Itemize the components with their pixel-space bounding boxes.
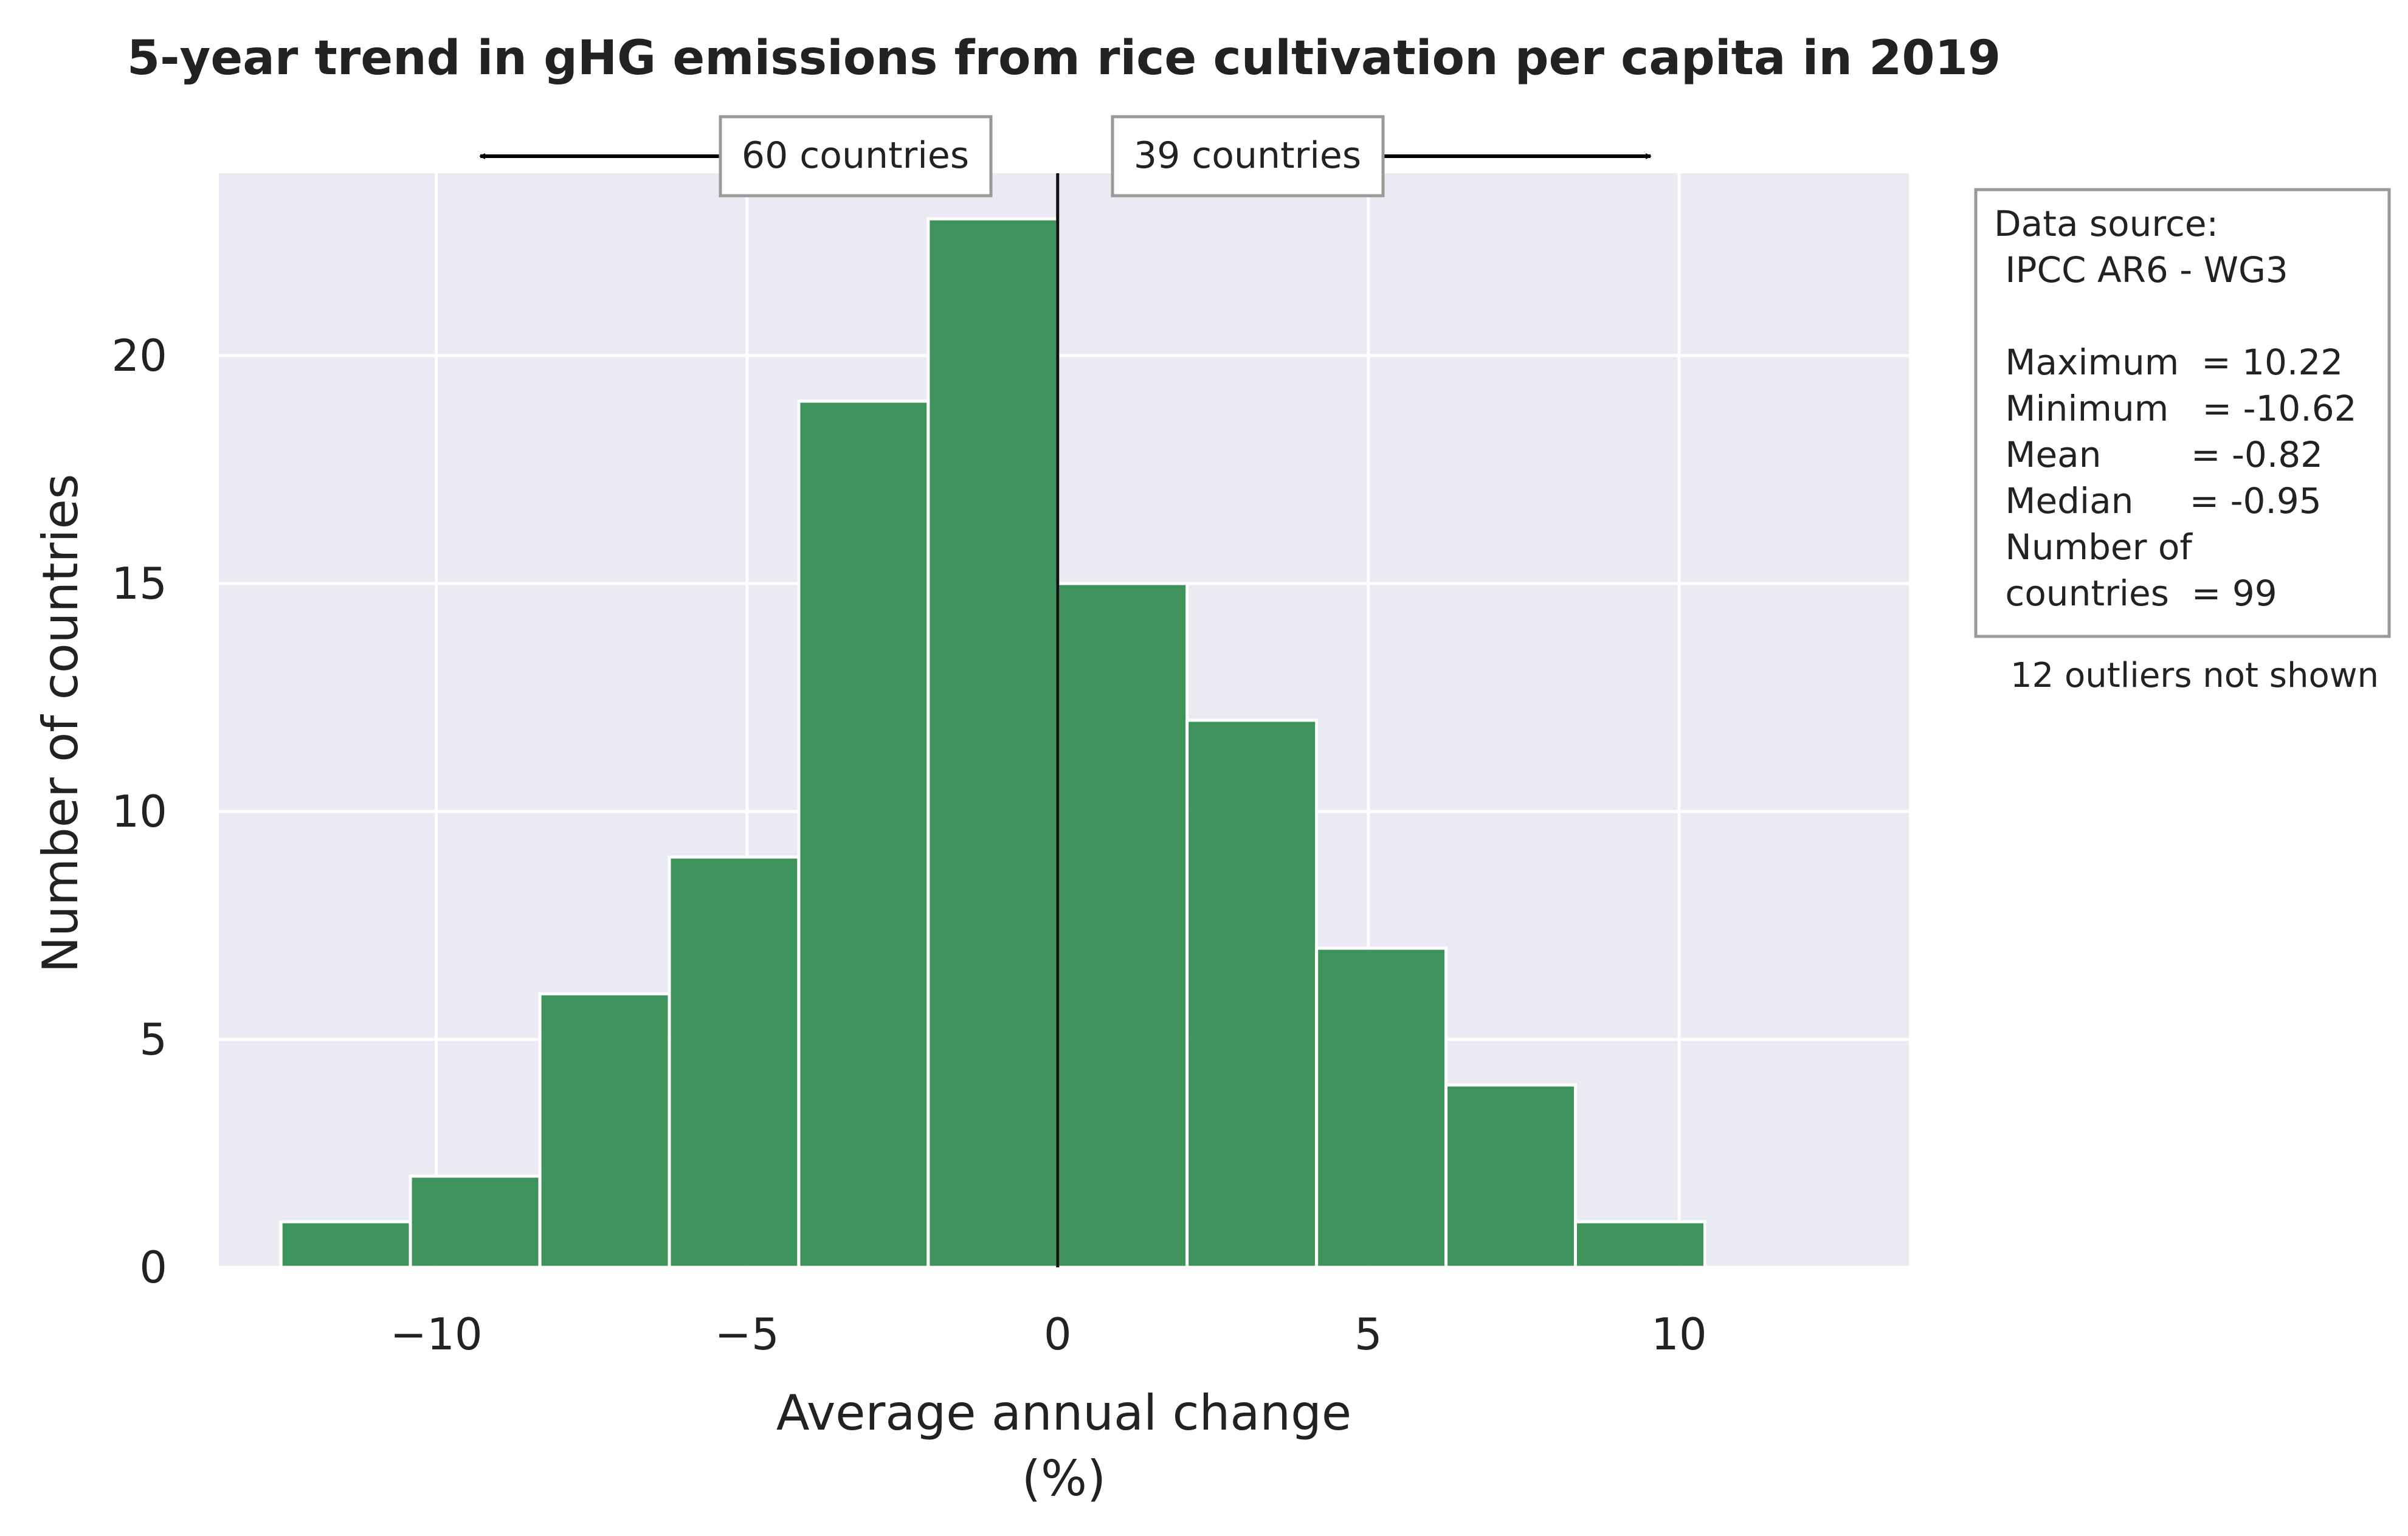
y-tick-label: 20 [111,330,167,381]
y-axis-ticks: 0 5 10 15 20 [111,330,167,1293]
histogram-bar [538,992,671,1269]
stats-line: Median = -0.95 [1994,480,2322,522]
right-count-label: 39 countries [1134,134,1361,177]
stats-line: Number of [1994,526,2193,568]
right-count-box [1111,115,1385,198]
y-tick-label: 0 [139,1242,167,1293]
x-axis-unit: (%) [1022,1450,1106,1507]
histogram-bar [279,1220,412,1269]
histogram-bar [1573,1220,1706,1269]
x-tick-label: −10 [390,1309,483,1360]
stats-line: countries = 99 [1994,573,2277,614]
x-axis-label: Average annual change [776,1385,1351,1441]
y-tick-label: 5 [139,1014,167,1065]
histogram-bars [279,217,1706,1269]
histogram-bar [409,1174,542,1269]
stats-box-text: Data source: IPCC AR6 - WG3 Maximum = 10… [1994,203,2357,614]
left-count-box [719,115,993,198]
y-axis-label: Number of countries [32,474,89,973]
outliers-note: 12 outliers not shown [2010,656,2379,695]
stats-line: IPCC AR6 - WG3 [1994,249,2288,291]
y-tick-label: 15 [111,558,167,609]
x-axis-ticks: −10 −5 0 5 10 [390,1309,1707,1360]
stats-line: Data source: [1994,203,2218,244]
histogram-bar [1056,582,1189,1269]
left-count-label: 60 countries [742,134,969,177]
stats-line: Maximum = 10.22 [1994,342,2343,383]
histogram-bar [1315,946,1448,1269]
x-tick-label: 0 [1044,1309,1072,1360]
stats-box [1974,188,2391,638]
x-tick-label: 10 [1651,1309,1707,1360]
histogram-bar [1444,1083,1577,1269]
histogram-bar [797,399,930,1269]
stats-line: Mean = -0.82 [1994,434,2323,475]
x-tick-label: 5 [1354,1309,1382,1360]
x-tick-label: −5 [715,1309,779,1360]
y-tick-label: 10 [111,786,167,837]
stats-line: Minimum = -10.62 [1994,388,2357,429]
histogram-bar [1185,718,1319,1269]
histogram-bar [668,855,801,1269]
histogram-bar [926,217,1060,1269]
chart-title: 5-year trend in gHG emissions from rice … [127,31,2001,86]
